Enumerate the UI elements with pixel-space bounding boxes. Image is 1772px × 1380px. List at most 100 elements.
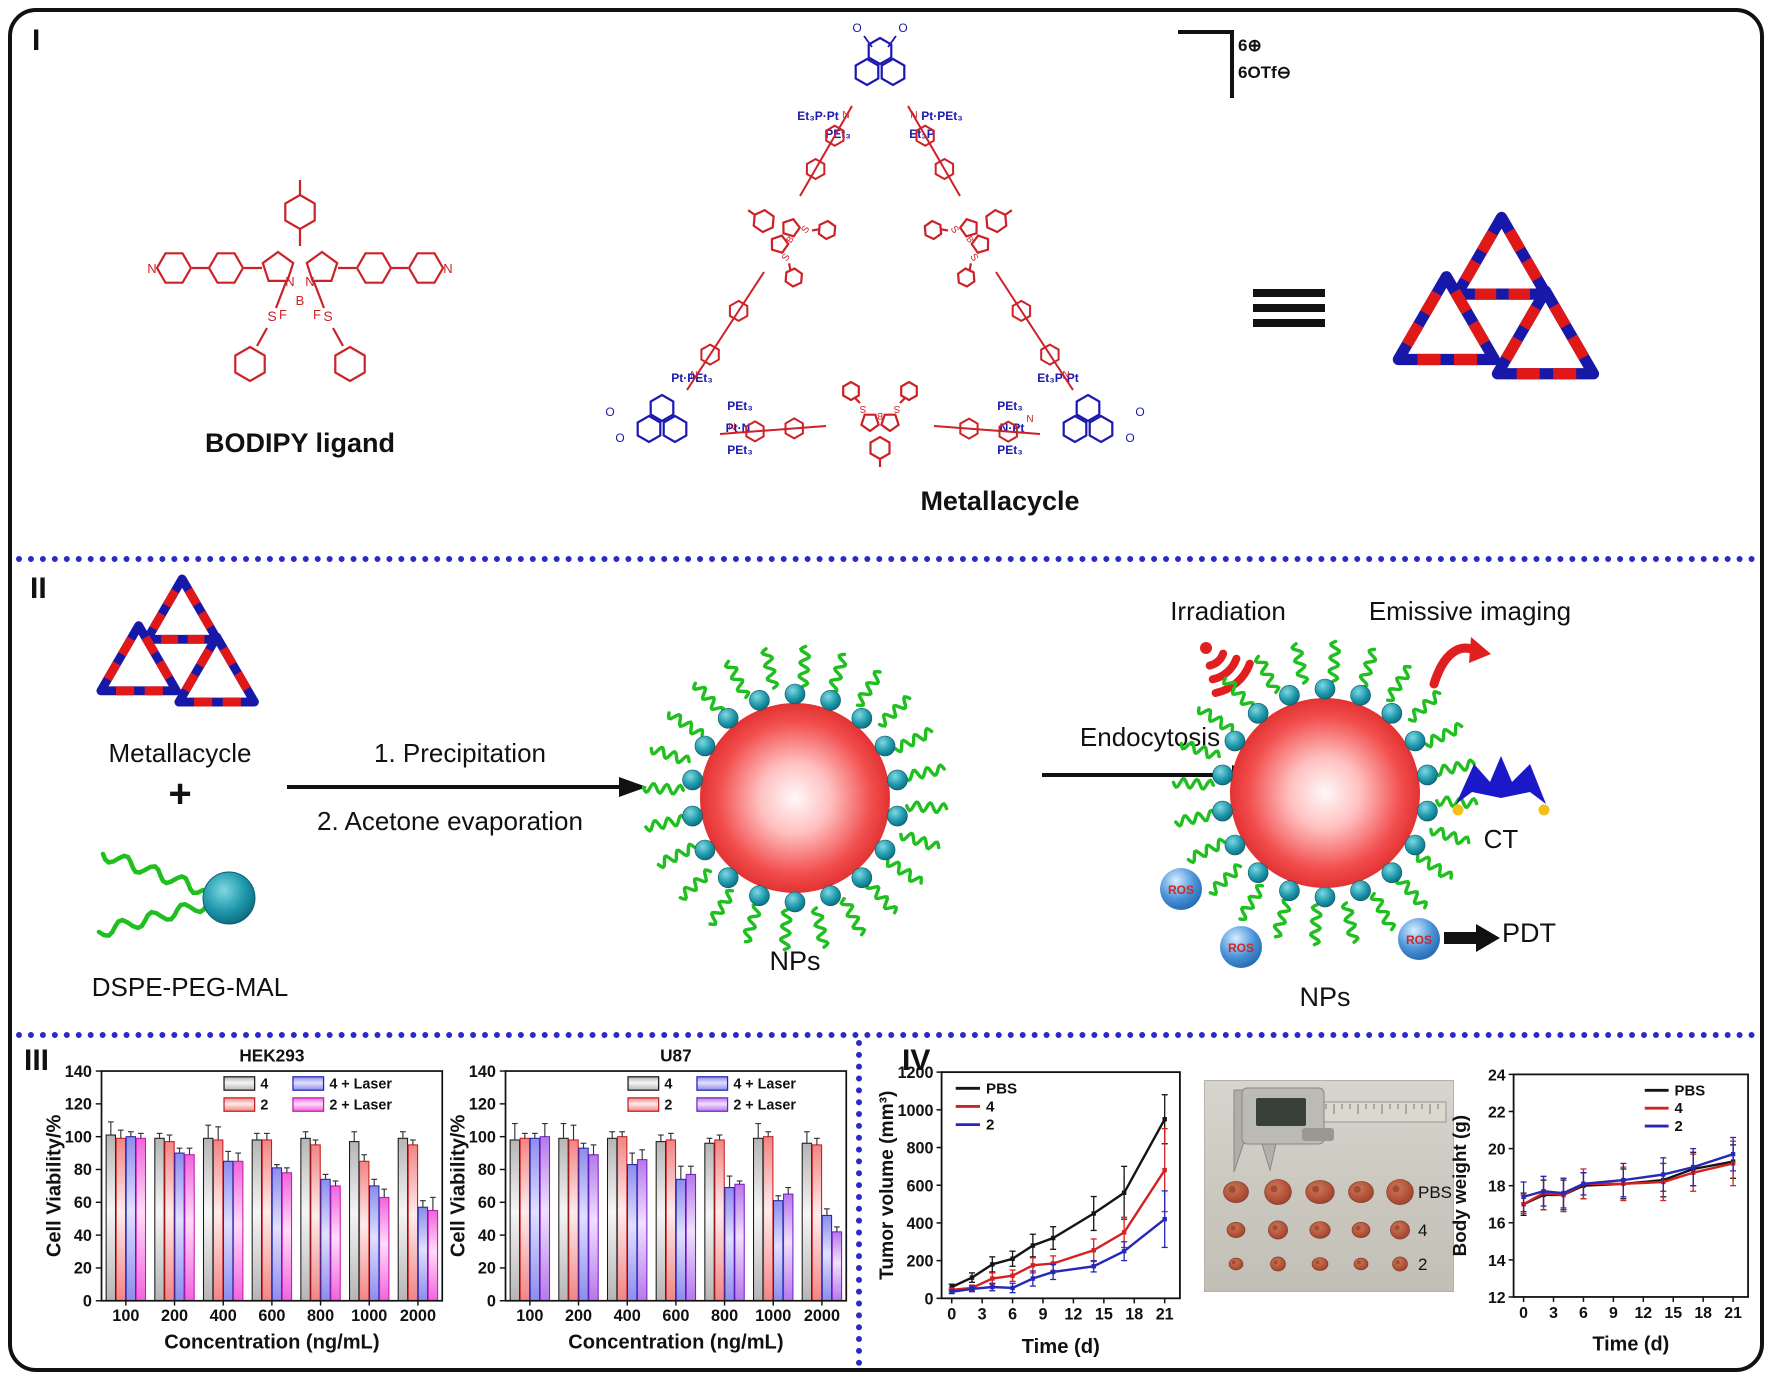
- svg-text:20: 20: [1488, 1142, 1506, 1159]
- svg-text:PEt₃: PEt₃: [997, 399, 1023, 413]
- dspe-label: DSPE-PEG-MAL: [91, 972, 289, 1002]
- svg-text:PBS: PBS: [1675, 1083, 1706, 1099]
- svg-text:0: 0: [487, 1293, 496, 1311]
- svg-text:HEK293: HEK293: [239, 1046, 304, 1065]
- step1-label: 1. Precipitation: [374, 738, 546, 768]
- svg-text:200: 200: [161, 1307, 188, 1325]
- svg-text:S: S: [799, 224, 812, 236]
- svg-text:B: B: [296, 293, 305, 308]
- emissive-arrow-icon: [1429, 637, 1491, 689]
- svg-text:N: N: [910, 110, 917, 121]
- svg-text:N: N: [305, 274, 314, 289]
- svg-text:100: 100: [112, 1307, 139, 1325]
- svg-text:Cell Viability/%: Cell Viability/%: [46, 1115, 65, 1258]
- charge-annotation: 6⊕ 6OTf⊖: [1178, 30, 1291, 98]
- svg-text:3: 3: [1549, 1305, 1558, 1322]
- metallacycle-triangles-icon-small: [96, 574, 259, 707]
- svg-text:F: F: [313, 307, 321, 322]
- svg-text:N: N: [147, 261, 156, 276]
- svg-text:ROS: ROS: [1168, 883, 1194, 897]
- svg-text:4 + Laser: 4 + Laser: [733, 1076, 796, 1092]
- svg-text:Body weight (g): Body weight (g): [1452, 1115, 1470, 1256]
- ct-label: CT: [1483, 824, 1519, 854]
- svg-text:2: 2: [986, 1117, 994, 1134]
- svg-text:18: 18: [1488, 1179, 1506, 1196]
- u87-bar-chart: 100 200 400 600 800 1000 2000 0 20 40 60 80 100 120 14…: [450, 1046, 848, 1354]
- svg-text:N: N: [690, 370, 697, 381]
- svg-text:2: 2: [1418, 1255, 1427, 1274]
- svg-text:N: N: [728, 422, 735, 433]
- svg-text:S: S: [780, 252, 793, 264]
- svg-text:6: 6: [1008, 1306, 1017, 1324]
- svg-text:Concentration (ng/mL): Concentration (ng/mL): [164, 1332, 379, 1354]
- svg-text:O: O: [1125, 431, 1134, 445]
- svg-text:200: 200: [907, 1253, 934, 1271]
- panel-4-label: IV: [902, 1044, 931, 1077]
- svg-text:16: 16: [1488, 1216, 1506, 1233]
- svg-text:24: 24: [1488, 1067, 1506, 1084]
- svg-text:PEt₃: PEt₃: [997, 443, 1023, 457]
- dspe-peg-mal-icon: [96, 851, 256, 938]
- charge-bracket: [1178, 30, 1234, 98]
- svg-text:400: 400: [907, 1215, 934, 1233]
- svg-text:22: 22: [1488, 1104, 1506, 1121]
- svg-text:200: 200: [565, 1307, 592, 1325]
- svg-text:ROS: ROS: [1228, 941, 1254, 955]
- svg-text:4: 4: [986, 1099, 995, 1116]
- figure-border: [8, 8, 1764, 1372]
- equivalence-icon: [1253, 282, 1325, 334]
- svg-text:15: 15: [1664, 1305, 1682, 1322]
- svg-text:1000: 1000: [351, 1307, 387, 1325]
- svg-text:80: 80: [478, 1161, 496, 1179]
- svg-text:20: 20: [74, 1260, 92, 1278]
- svg-text:2: 2: [664, 1097, 672, 1113]
- svg-text:Tumor volume (mm³): Tumor volume (mm³): [878, 1091, 898, 1280]
- panel-divider-3: [856, 1040, 862, 1366]
- svg-text:O: O: [898, 21, 907, 35]
- nanoparticle-right: [1171, 639, 1479, 947]
- svg-text:9: 9: [1039, 1306, 1048, 1324]
- svg-text:O: O: [852, 21, 861, 35]
- svg-text:0: 0: [1519, 1305, 1528, 1322]
- svg-text:PBS: PBS: [986, 1080, 1017, 1097]
- charge-bottom: 6OTf⊖: [1238, 63, 1291, 83]
- svg-text:4: 4: [260, 1076, 268, 1092]
- svg-text:0: 0: [925, 1290, 934, 1308]
- svg-text:N: N: [285, 274, 294, 289]
- svg-text:Et₃P·Pt: Et₃P·Pt: [1037, 371, 1079, 385]
- svg-text:O: O: [605, 405, 614, 419]
- svg-text:100: 100: [516, 1307, 543, 1325]
- charge-top: 6⊕: [1238, 36, 1262, 55]
- svg-text:2: 2: [1675, 1119, 1683, 1135]
- svg-text:S: S: [859, 403, 866, 414]
- svg-text:600: 600: [907, 1177, 934, 1195]
- panel-divider-2: [16, 1032, 1756, 1038]
- svg-text:3: 3: [978, 1306, 987, 1324]
- panel-1-label: I: [32, 24, 41, 57]
- svg-text:N: N: [443, 261, 452, 276]
- svg-text:4: 4: [1675, 1101, 1684, 1117]
- svg-text:2000: 2000: [400, 1307, 436, 1325]
- endocytosis-label: Endocytosis: [1079, 722, 1221, 752]
- svg-text:1000: 1000: [755, 1307, 791, 1325]
- svg-text:120: 120: [65, 1096, 92, 1114]
- svg-text:B: B: [784, 234, 796, 245]
- svg-text:Pt·PEt₃: Pt·PEt₃: [671, 371, 713, 385]
- emissive-imaging-label: Emissive imaging: [1368, 596, 1572, 626]
- svg-text:60: 60: [478, 1194, 496, 1212]
- hek293-bar-chart: 100 200 400 600 800 1000 2000 0 20 40 60 80 100 120 14…: [46, 1046, 444, 1354]
- svg-text:2: 2: [260, 1097, 268, 1113]
- svg-text:B: B: [877, 411, 883, 421]
- svg-text:140: 140: [469, 1063, 496, 1081]
- tumor-volume-line-chart: 0 200 400 600 800 1000 1200 0 3 6 9 12 15 18 21 PBS 42 Ti…: [878, 1064, 1181, 1358]
- svg-text:2 + Laser: 2 + Laser: [733, 1097, 796, 1113]
- svg-text:600: 600: [258, 1307, 285, 1325]
- reaction-arrow: [287, 777, 647, 797]
- svg-text:12: 12: [1064, 1306, 1082, 1324]
- svg-text:PBS: PBS: [1418, 1183, 1452, 1202]
- svg-text:20: 20: [478, 1260, 496, 1278]
- pdt-arrow-icon: [1444, 924, 1500, 952]
- svg-text:PEt₃: PEt₃: [727, 443, 753, 457]
- svg-text:4: 4: [1418, 1221, 1427, 1240]
